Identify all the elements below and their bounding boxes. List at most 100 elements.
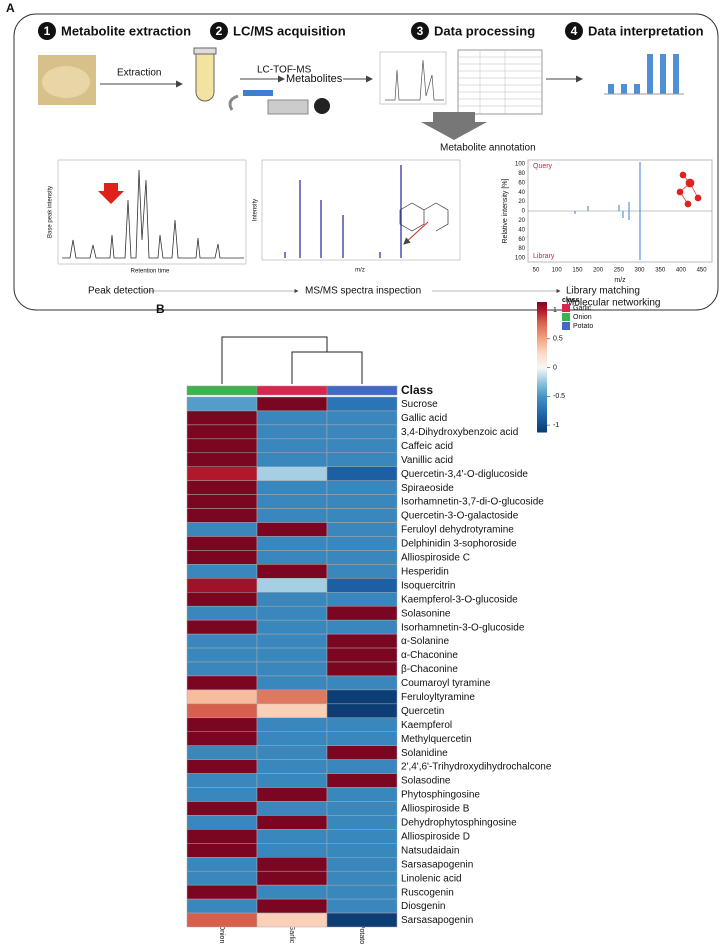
heat-cell	[326, 731, 398, 746]
heat-cell	[326, 857, 398, 872]
heat-cell	[186, 522, 258, 537]
heat-cell	[256, 647, 328, 663]
heat-cell	[186, 494, 258, 509]
heat-cell	[186, 884, 258, 900]
legend-label: Onion	[573, 314, 592, 321]
colorbar-segment	[537, 346, 547, 349]
row-label: α-Solanine	[401, 636, 449, 647]
row-label: Kaempferol	[401, 720, 452, 731]
x-tick-label: 100	[552, 268, 563, 274]
colorbar-segment	[537, 314, 547, 317]
colorbar-segment	[537, 384, 547, 387]
legend-swatch	[562, 322, 570, 330]
colorbar-segment	[537, 308, 547, 311]
colorbar-segment	[537, 316, 547, 319]
y-tick-label: 40	[518, 227, 525, 233]
colorbar-segment	[537, 400, 547, 403]
colorbar-segment	[537, 360, 547, 363]
heat-cell	[256, 801, 328, 816]
colorbar-segment	[537, 406, 547, 409]
heat-cell	[326, 870, 398, 886]
axis-title: Relative intensity [%]	[502, 178, 509, 243]
x-tick-label: 300	[634, 268, 645, 274]
heat-cell	[256, 717, 328, 732]
heat-cell	[326, 605, 398, 621]
row-label: Sarsasapogenin	[401, 915, 473, 926]
row-label: Quercetin-3-O-galactoside	[401, 511, 519, 522]
step-title: Data interpretation	[588, 23, 704, 38]
row-label: Alliospiroside D	[401, 831, 470, 842]
colorbar-segment	[537, 388, 547, 391]
heat-cell	[186, 480, 258, 495]
heat-cell	[186, 787, 258, 802]
step-label: Metabolites	[286, 73, 343, 85]
step-number: 2	[216, 24, 223, 38]
heat-cell	[256, 884, 328, 900]
y-tick-label: 80	[518, 171, 525, 177]
step-label: Metabolite annotation	[440, 143, 536, 154]
x-tick-label: 350	[655, 268, 666, 274]
colorbar-tick-label: 1	[553, 307, 557, 314]
x-tick-label: 150	[572, 268, 583, 274]
step-number: 3	[417, 24, 424, 38]
big-arrow	[421, 112, 487, 140]
row-label: Ruscogenin	[401, 887, 454, 898]
heat-cell	[256, 703, 328, 719]
legend-label: Garlic	[573, 305, 592, 312]
colorbar-segment	[537, 306, 547, 309]
heat-cell	[326, 773, 398, 788]
heat-cell	[326, 689, 398, 705]
heat-cell	[326, 564, 398, 579]
heat-cell	[256, 731, 328, 746]
heat-cell	[326, 717, 398, 732]
heat-cell	[186, 633, 258, 649]
heat-cell	[186, 843, 258, 858]
heat-cell	[256, 773, 328, 788]
heat-cell	[256, 829, 328, 844]
step-badge	[411, 22, 429, 40]
tube-cap	[193, 47, 217, 55]
colorbar-segment	[537, 312, 547, 315]
heat-cell	[186, 898, 258, 914]
colorbar-segment	[537, 340, 547, 343]
colorbar-segment	[537, 330, 547, 333]
heat-cell	[256, 912, 328, 928]
colorbar-segment	[537, 418, 547, 421]
row-label: Diosgenin	[401, 901, 445, 912]
colorbar-segment	[537, 350, 547, 353]
heat-cell	[186, 536, 258, 551]
panel-label: B	[156, 302, 165, 316]
colorbar-segment	[537, 310, 547, 313]
class-title: Class	[401, 383, 433, 397]
heat-cell	[326, 522, 398, 537]
y-tick-label: 60	[518, 237, 525, 243]
class-cell	[186, 385, 258, 396]
y-tick-label: 100	[515, 162, 526, 168]
heat-cell	[186, 452, 258, 467]
step-label: MS/MS spectra inspection	[305, 286, 421, 297]
step-label: Extraction	[117, 68, 161, 79]
step-badge	[210, 22, 228, 40]
colorbar-segment	[537, 338, 547, 341]
step-label: LC-TOF-MS	[257, 65, 312, 76]
colorbar-segment	[537, 324, 547, 327]
heat-cell	[326, 884, 398, 900]
heat-cell	[326, 745, 398, 760]
thumb-chart	[608, 54, 679, 94]
thumb-chart	[379, 51, 447, 105]
heat-cell	[326, 898, 398, 914]
x-tick-label: 450	[697, 268, 708, 274]
colorbar-segment	[537, 374, 547, 377]
colorbar-segment	[537, 422, 547, 425]
y-tick-label: 20	[518, 218, 525, 224]
heat-cell	[186, 912, 258, 928]
row-label: β-Chaconine	[401, 664, 458, 675]
heat-cell	[326, 438, 398, 454]
colorbar-segment	[537, 410, 547, 413]
row-label: Dehydrophytosphingosine	[401, 818, 517, 829]
colorbar-segment	[537, 356, 547, 359]
heat-cell	[256, 592, 328, 607]
colorbar-segment	[537, 428, 547, 431]
axis-title: m/z	[355, 268, 365, 274]
heat-cell	[326, 661, 398, 677]
